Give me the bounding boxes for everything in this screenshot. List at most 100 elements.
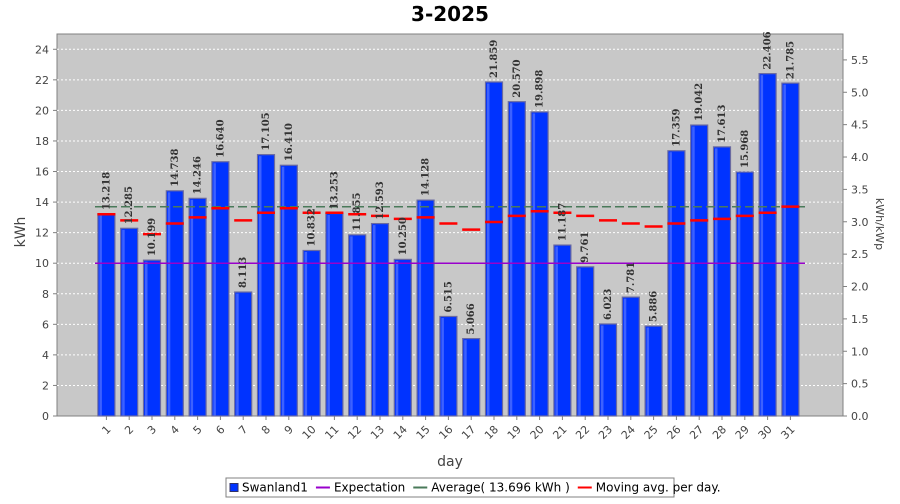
bar-highlight (737, 173, 741, 416)
y-tick-label: 14 (35, 196, 49, 209)
x-tick-label: 18 (482, 423, 501, 442)
bar-value-label: 8.113 (238, 257, 249, 288)
bar-value-label: 13.253 (329, 171, 340, 209)
bar-highlight (487, 83, 490, 416)
bar-highlight (601, 325, 604, 416)
legend-label: Average( 13.696 kWh ) (431, 481, 570, 495)
bar-value-label: 20.570 (512, 59, 523, 97)
bar-value-label: 21.785 (785, 41, 796, 79)
bar-value-label: 21.859 (489, 40, 500, 78)
y-tick-label: 6 (42, 318, 49, 331)
y2-tick-label: 1.5 (851, 313, 869, 326)
x-tick-label: 5 (191, 423, 205, 437)
x-tick-label: 2 (122, 423, 136, 437)
x-tick-label: 3 (145, 423, 159, 437)
bar-highlight (623, 298, 627, 416)
bar-value-label: 14.246 (193, 156, 204, 194)
bar-highlight (99, 215, 102, 416)
x-tick-label: 10 (300, 423, 319, 442)
bar-highlight (236, 293, 239, 416)
bar-value-label: 14.128 (421, 158, 432, 196)
bar-highlight (122, 229, 125, 416)
x-tick-label: 6 (213, 423, 227, 437)
bar-highlight (418, 201, 422, 416)
x-tick-label: 28 (710, 423, 729, 442)
y-tick-label: 8 (42, 288, 49, 301)
x-tick-label: 4 (168, 423, 182, 437)
bar-highlight (715, 148, 718, 416)
bar-value-label: 14.738 (170, 148, 181, 186)
legend-box (225, 477, 675, 498)
bar-value-labels: 13.218 12.285 10.199 14.738 14.246 16.640 8.11… (101, 31, 796, 334)
bar-highlight (190, 199, 194, 416)
moving-average-marks (97, 205, 800, 236)
y2-tick-label: 0.5 (851, 378, 869, 391)
reference-lines (95, 205, 805, 264)
bar-value-label: 22.406 (763, 31, 774, 69)
x-tick-label: 11 (322, 423, 341, 442)
y2-axis-label: kWh/kWp (873, 198, 886, 250)
bar-highlight (304, 251, 308, 416)
x-tick-label: 16 (436, 423, 455, 442)
bar-highlight (509, 103, 513, 416)
bar-value-label: 11.855 (352, 193, 363, 231)
y-tick-label: 22 (35, 74, 49, 87)
bar-value-label: 11.187 (557, 203, 568, 241)
bar-highlight (145, 261, 148, 416)
x-tick-label: 8 (259, 423, 273, 437)
y2-tick-label: 4.0 (851, 151, 869, 164)
bars (97, 73, 800, 417)
y2-tick-label: 4.5 (851, 119, 869, 132)
x-tick-label: 22 (573, 423, 592, 442)
bar-value-label: 10.832 (307, 208, 318, 246)
legend-label: Swanland1 (242, 481, 308, 495)
bar-value-label: 15.968 (740, 130, 751, 168)
x-tick-label: 15 (414, 423, 433, 442)
x-tick-label: 27 (687, 423, 706, 442)
bar-highlight (395, 260, 399, 416)
y-tick-label: 18 (35, 135, 49, 148)
bar-highlight (350, 236, 353, 416)
bar-highlight (327, 214, 330, 416)
x-tick-label: 20 (528, 423, 547, 442)
y2-tick-label: 5.0 (851, 86, 869, 99)
bar-value-label: 5.066 (466, 303, 477, 334)
y-tick-label: 20 (35, 104, 49, 117)
bar-highlight (783, 84, 786, 416)
bar-highlight (373, 225, 376, 416)
bar-value-label: 16.410 (284, 123, 295, 161)
x-tick-label: 19 (505, 423, 524, 442)
y-tick-label: 2 (42, 379, 49, 392)
bar-highlight (760, 75, 764, 416)
x-tick-label: 29 (733, 423, 752, 442)
bar-value-label: 17.359 (671, 108, 682, 146)
x-tick-label: 30 (756, 423, 775, 442)
bar-value-label: 10.250 (398, 217, 409, 255)
bar-highlight (441, 317, 444, 416)
x-tick-label: 14 (391, 423, 410, 442)
x-tick-label: 24 (619, 423, 638, 442)
bar-highlight (281, 166, 285, 416)
bar-value-label: 6.023 (603, 289, 614, 320)
x-tick-label: 1 (99, 423, 113, 437)
bar-value-label: 7.781 (626, 262, 637, 293)
x-tick-label: 9 (282, 423, 296, 437)
x-axis-label: day (437, 454, 463, 470)
y2-tick-label: 3.0 (851, 216, 869, 229)
y-axis-label: kWh (13, 217, 29, 248)
x-axis-ticks: 1 2 3 4 5 6 7 8 9 10 11 12 13 14 15 16 17 18 19 20 21 22 23 24 2… (99, 416, 798, 442)
bar-value-label: 12.593 (375, 181, 386, 219)
y2-tick-label: 2.0 (851, 281, 869, 294)
y2-axis-ticks: 0.0 0.5 1.0 1.5 2.0 2.5 3.0 3.5 4.0 4.5 5.0 5.5 (843, 54, 869, 423)
bar-value-label: 9.761 (580, 232, 591, 263)
legend-label: Moving avg. per day. (596, 481, 721, 495)
x-tick-label: 17 (459, 423, 478, 442)
bar-highlight (578, 268, 581, 416)
bar-value-label: 17.105 (261, 112, 272, 150)
legend: Swanland1 Expectation Average( 13.696 kWh … (225, 477, 721, 498)
bar-highlight (213, 163, 216, 416)
x-tick-label: 13 (368, 423, 387, 442)
bar-highlight (167, 192, 171, 416)
